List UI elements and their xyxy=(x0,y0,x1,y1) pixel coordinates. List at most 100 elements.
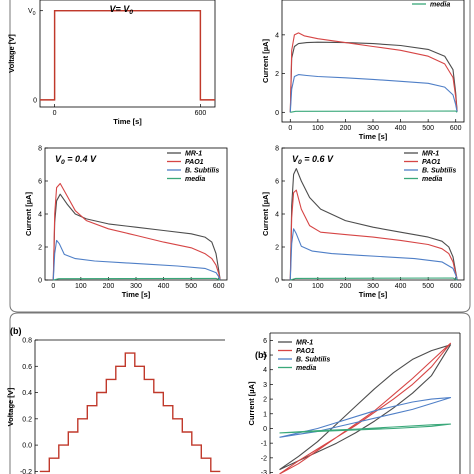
current_0_4V-xtick-label-1: 100 xyxy=(75,283,87,290)
current_0_4V-xtick-label-6: 600 xyxy=(213,283,225,290)
current_top_right-xtick-label-4: 400 xyxy=(395,125,407,132)
current_0_6V-x-axis-label: Time [s] xyxy=(359,290,388,299)
current_0_4V-xtick-label-0: 0 xyxy=(51,283,55,290)
current_top_right-xtick-label-5: 500 xyxy=(422,125,434,132)
current_top_right-xtick-label-6: 600 xyxy=(450,125,462,132)
current_0_6V-series-media xyxy=(290,277,458,281)
current_top_right-series-b-subtilis xyxy=(289,74,458,113)
current_top_right-legend-label-0: media xyxy=(430,2,450,9)
current_0_6V-series-b-subtilis xyxy=(289,228,458,281)
current_0_4V-ytick-label-1: 2 xyxy=(38,245,42,252)
voltage_step-y-axis-label: Voltage [V] xyxy=(7,34,16,73)
current_0_6V-legend-label-2: B. Subtilis xyxy=(422,168,456,175)
current_0_6V-ytick-label-3: 6 xyxy=(275,179,279,186)
current_0_6V-ytick-label-4: 8 xyxy=(275,146,279,153)
current_0_4V-series-mr-1 xyxy=(52,193,221,281)
current_top_right-ytick-label-1: 2 xyxy=(275,71,279,78)
current_0_4V-legend-label-1: PAO1 xyxy=(185,159,204,166)
voltage_step-ytick-label-0: 0 xyxy=(33,97,37,104)
cyclic_voltammetry-legend-label-1: PAO1 xyxy=(296,348,315,355)
staircase-ytick-label-0: -0.2 xyxy=(20,469,32,474)
current_0_6V-series-pao1 xyxy=(289,189,458,281)
current_0_4V-legend-label-0: MR-1 xyxy=(185,151,202,158)
current_0_6V-ytick-label-1: 2 xyxy=(275,245,279,252)
panel-b-frame xyxy=(9,312,471,474)
panel-a-frame xyxy=(9,0,471,313)
cyclic_voltammetry-series-b-subtilis xyxy=(279,397,452,438)
current_0_6V-xtick-label-5: 500 xyxy=(422,283,434,290)
current_0_4V-y-axis-label: Current [µA] xyxy=(24,192,33,236)
current_0_6V-xtick-label-2: 200 xyxy=(340,283,352,290)
voltage_step-xtick-label-0: 0 xyxy=(53,110,57,117)
cyclic_voltammetry-ytick-label-7: 4 xyxy=(263,367,267,374)
cyclic_voltammetry-ytick-label-2: -1 xyxy=(261,441,267,448)
current_0_4V-ytick-label-2: 4 xyxy=(38,212,42,219)
cyclic_voltammetry-ytick-label-6: 3 xyxy=(263,382,267,389)
current_0_6V-xtick-label-4: 400 xyxy=(395,283,407,290)
current_0_4V-xtick-label-5: 500 xyxy=(185,283,197,290)
current_0_6V-legend-label-1: PAO1 xyxy=(422,159,441,166)
current_top_right-xtick-label-2: 200 xyxy=(340,125,352,132)
current_top_right-series-mr-1 xyxy=(289,41,458,113)
current_0_6V-legend-label-0: MR-1 xyxy=(422,151,439,158)
panel-b-inset-label: (b) xyxy=(255,350,267,360)
staircase-ytick-label-1: 0.0 xyxy=(22,443,32,450)
voltage_step-series-step xyxy=(40,10,215,101)
cyclic_voltammetry-y-axis-label: Current [µA] xyxy=(247,381,256,425)
current_top_right-xtick-label-3: 300 xyxy=(367,125,379,132)
panel-b-label: (b) xyxy=(10,326,22,336)
current_0_4V-xtick-label-2: 200 xyxy=(103,283,115,290)
current_0_4V-legend-label-3: media xyxy=(185,176,205,183)
cyclic_voltammetry-ytick-label-0: -3 xyxy=(261,470,267,474)
current_0_6V-y-axis-label: Current [µA] xyxy=(261,192,270,236)
staircase-y-axis-label: Voltage [V] xyxy=(6,387,15,426)
current_0_6V-xtick-label-1: 100 xyxy=(312,283,324,290)
current_top_right-ytick-label-0: 0 xyxy=(275,110,279,117)
cyclic_voltammetry-series-pao1 xyxy=(279,342,452,474)
current_top_right-x-axis-label: Time [s] xyxy=(359,132,388,141)
current_0_4V-legend-label-2: B. Subtilis xyxy=(185,168,219,175)
current_0_4V-series-media xyxy=(53,277,221,281)
staircase-ytick-label-5: 0.8 xyxy=(22,338,32,345)
current_top_right-series-media xyxy=(290,110,458,113)
cyclic_voltammetry-ytick-label-1: -2 xyxy=(261,455,267,462)
staircase-trace xyxy=(39,352,221,473)
voltage-step-annotation: V= V0 xyxy=(110,4,134,16)
current_0_6V-xtick-label-3: 300 xyxy=(367,283,379,290)
current_0_4V-annotation: V0 = 0.4 V xyxy=(55,154,97,166)
voltage_step-xtick-label-1: 600 xyxy=(195,110,207,117)
current_top_right-plot-frame xyxy=(281,0,465,123)
cyclic_voltammetry-ytick-label-5: 2 xyxy=(263,397,267,404)
current_0_4V-ytick-label-4: 8 xyxy=(38,146,42,153)
voltage_step-plot-frame xyxy=(39,0,216,108)
current_0_4V-ytick-label-0: 0 xyxy=(38,278,42,285)
cyclic_voltammetry-series-mr-1 xyxy=(279,344,452,471)
current_top_right-xtick-label-0: 0 xyxy=(288,125,292,132)
staircase-ytick-label-2: 0.2 xyxy=(22,416,32,423)
current_0_4V-ytick-label-3: 6 xyxy=(38,179,42,186)
current_0_6V-xtick-label-6: 600 xyxy=(450,283,462,290)
cyclic_voltammetry-series-media xyxy=(279,423,452,434)
current_0_4V-x-axis-label: Time [s] xyxy=(122,290,151,299)
current_0_6V-series-mr-1 xyxy=(289,168,458,281)
current_0_4V-series-b-subtilis xyxy=(52,239,221,281)
current_top_right-y-axis-label: Current [µA] xyxy=(261,39,270,83)
cyclic_voltammetry-legend-label-0: MR-1 xyxy=(296,340,313,347)
current_0_6V-annotation: V0 = 0.6 V xyxy=(292,154,334,166)
cyclic_voltammetry-legend-label-2: B. Subtilis xyxy=(296,357,330,364)
current_top_right-xtick-label-1: 100 xyxy=(312,125,324,132)
current_0_6V-xtick-label-0: 0 xyxy=(288,283,292,290)
cyclic_voltammetry-ytick-label-3: 0 xyxy=(263,426,267,433)
current_0_4V-xtick-label-4: 400 xyxy=(158,283,170,290)
cyclic_voltammetry-ytick-label-4: 1 xyxy=(263,411,267,418)
current_0_4V-xtick-label-3: 300 xyxy=(130,283,142,290)
voltage-step-trace xyxy=(40,10,215,101)
current_0_6V-ytick-label-2: 4 xyxy=(275,212,279,219)
cyclic_voltammetry-ytick-label-8: 5 xyxy=(263,353,267,360)
current_0_6V-ytick-label-0: 0 xyxy=(275,278,279,285)
staircase-ytick-label-4: 0.6 xyxy=(22,364,32,371)
cyclic_voltammetry-ytick-label-9: 6 xyxy=(263,338,267,345)
current_top_right-ytick-label-2: 4 xyxy=(275,32,279,39)
current_top_right-series-pao1 xyxy=(289,32,458,113)
